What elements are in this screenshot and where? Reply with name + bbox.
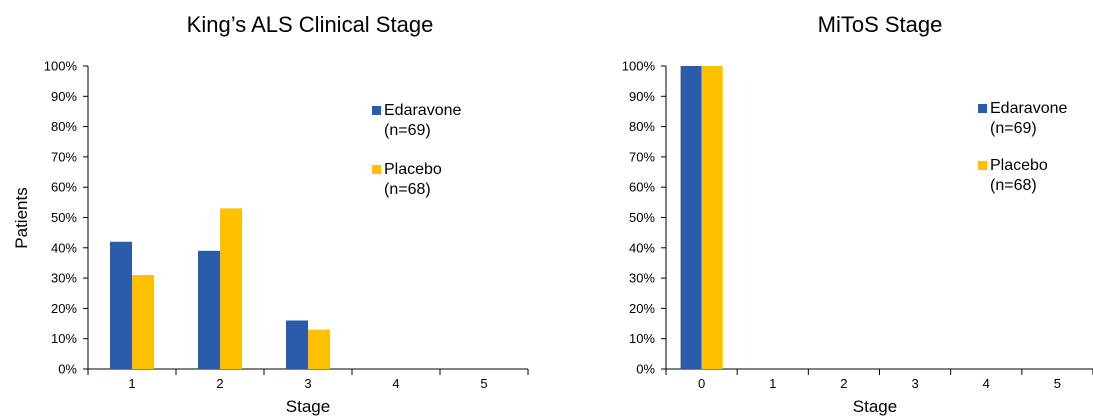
legend-label: Edaravone bbox=[384, 102, 461, 119]
y-tick-label: 80% bbox=[51, 119, 77, 134]
legend-swatch-placebo bbox=[372, 165, 381, 174]
chart-title: MiToS Stage bbox=[818, 12, 943, 37]
x-tick-label: 0 bbox=[698, 376, 705, 391]
legend-sublabel: (n=68) bbox=[990, 177, 1037, 194]
y-tick-label: 60% bbox=[51, 180, 77, 195]
y-tick-label: 0% bbox=[636, 362, 655, 377]
x-tick-label: 2 bbox=[216, 376, 223, 391]
bar-edaravone bbox=[680, 66, 702, 369]
y-tick-label: 30% bbox=[51, 271, 77, 286]
y-tick-label: 40% bbox=[51, 240, 77, 255]
legend-sublabel: (n=68) bbox=[384, 181, 431, 198]
y-tick-label: 70% bbox=[629, 149, 655, 164]
legend-sublabel: (n=69) bbox=[990, 120, 1037, 137]
x-tick-label: 5 bbox=[1054, 376, 1061, 391]
y-tick-label: 90% bbox=[629, 89, 655, 104]
x-axis-label: Stage bbox=[286, 397, 330, 416]
y-tick-label: 80% bbox=[629, 119, 655, 134]
bar-placebo bbox=[132, 275, 154, 369]
bar-edaravone bbox=[198, 250, 220, 369]
legend-swatch-edaravone bbox=[372, 106, 381, 115]
x-tick-label: 1 bbox=[128, 376, 135, 391]
y-tick-label: 20% bbox=[629, 301, 655, 316]
legend-swatch-placebo bbox=[978, 161, 987, 170]
legend-label: Placebo bbox=[990, 157, 1048, 174]
chart-title: King’s ALS Clinical Stage bbox=[187, 12, 434, 37]
y-tick-label: 0% bbox=[58, 362, 77, 377]
chart-kings-stage: King’s ALS Clinical Stage Patients Stage… bbox=[12, 12, 529, 416]
x-tick-label: 4 bbox=[392, 376, 399, 391]
x-tick-label: 1 bbox=[769, 376, 776, 391]
bar-edaravone bbox=[286, 320, 308, 369]
y-tick-label: 50% bbox=[51, 210, 77, 225]
chart-mitos-stage: MiToS Stage Stage 0% 10% 20% 30% 40% 50% 60% 70… bbox=[622, 12, 1093, 416]
y-tick-label: 100% bbox=[44, 59, 78, 74]
bar-edaravone bbox=[110, 241, 132, 369]
y-tick-label: 30% bbox=[629, 271, 655, 286]
y-tick-label: 60% bbox=[629, 180, 655, 195]
legend-label: Placebo bbox=[384, 161, 442, 178]
legend-swatch-edaravone bbox=[978, 104, 987, 113]
x-tick-label: 5 bbox=[480, 376, 487, 391]
x-tick-label: 3 bbox=[911, 376, 918, 391]
x-tick-label: 3 bbox=[304, 376, 311, 391]
y-tick-label: 10% bbox=[51, 331, 77, 346]
bar-placebo bbox=[220, 208, 242, 369]
y-tick-label: 50% bbox=[629, 210, 655, 225]
y-tick-label: 90% bbox=[51, 89, 77, 104]
x-axis-label: Stage bbox=[853, 397, 897, 416]
x-tick-label: 4 bbox=[983, 376, 990, 391]
y-tick-label: 70% bbox=[51, 149, 77, 164]
y-tick-label: 20% bbox=[51, 301, 77, 316]
y-tick-label: 40% bbox=[629, 240, 655, 255]
legend-sublabel: (n=69) bbox=[384, 122, 431, 139]
y-tick-label: 10% bbox=[629, 331, 655, 346]
x-tick-label: 2 bbox=[840, 376, 847, 391]
bar-placebo bbox=[308, 329, 330, 369]
bar-placebo bbox=[701, 66, 723, 369]
y-tick-label: 100% bbox=[622, 59, 656, 74]
y-axis-label: Patients bbox=[12, 187, 31, 248]
legend-label: Edaravone bbox=[990, 100, 1067, 117]
